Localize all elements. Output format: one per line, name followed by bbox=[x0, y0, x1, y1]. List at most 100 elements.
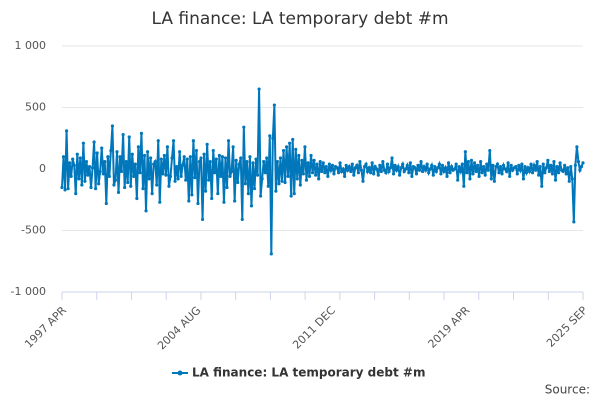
data-point bbox=[436, 166, 440, 170]
data-point bbox=[323, 171, 327, 175]
data-point bbox=[482, 164, 486, 169]
data-point bbox=[404, 167, 408, 171]
data-point bbox=[327, 162, 331, 166]
data-point bbox=[479, 160, 483, 164]
data-point bbox=[320, 169, 324, 174]
data-point bbox=[265, 156, 269, 160]
data-point bbox=[277, 182, 281, 186]
data-point bbox=[135, 196, 139, 201]
data-point bbox=[61, 155, 66, 159]
data-point bbox=[535, 160, 539, 164]
data-point bbox=[524, 171, 529, 175]
data-point bbox=[231, 145, 235, 149]
data-point bbox=[167, 184, 171, 188]
data-point bbox=[121, 132, 125, 137]
data-point bbox=[339, 169, 344, 174]
data-point bbox=[332, 172, 336, 176]
y-tick-label: 1 000 bbox=[15, 39, 47, 52]
data-point bbox=[315, 162, 319, 166]
data-point bbox=[159, 157, 163, 161]
data-point bbox=[465, 171, 469, 175]
data-point bbox=[190, 193, 194, 197]
data-point bbox=[112, 183, 116, 187]
data-point bbox=[379, 169, 383, 174]
data-point bbox=[573, 163, 577, 167]
data-point bbox=[181, 163, 185, 167]
data-point bbox=[66, 187, 70, 191]
data-point bbox=[60, 185, 64, 190]
data-point bbox=[572, 220, 576, 224]
legend-marker bbox=[177, 370, 183, 376]
data-point bbox=[156, 139, 160, 143]
data-point bbox=[63, 188, 67, 192]
data-point bbox=[87, 164, 92, 169]
data-point bbox=[178, 150, 182, 154]
data-point bbox=[575, 145, 579, 149]
data-point bbox=[211, 148, 215, 153]
data-point bbox=[501, 163, 506, 167]
data-point bbox=[401, 162, 405, 166]
data-point bbox=[138, 171, 142, 175]
data-point bbox=[229, 169, 234, 174]
data-point bbox=[367, 166, 371, 170]
data-point bbox=[174, 164, 179, 169]
data-point bbox=[324, 164, 328, 169]
data-point bbox=[460, 162, 464, 166]
data-point bbox=[72, 163, 76, 167]
data-point bbox=[147, 177, 151, 181]
data-point bbox=[142, 153, 147, 158]
data-point bbox=[197, 160, 202, 164]
y-tick-label: 0 bbox=[39, 162, 46, 175]
data-point bbox=[237, 162, 241, 166]
data-point bbox=[200, 217, 205, 222]
data-point bbox=[384, 171, 388, 175]
data-point bbox=[275, 160, 280, 164]
data-point bbox=[437, 162, 441, 166]
data-point bbox=[162, 153, 166, 158]
data-point bbox=[508, 174, 512, 178]
data-point bbox=[314, 173, 318, 177]
x-tick-label: 1997 APR bbox=[22, 304, 69, 351]
data-point bbox=[433, 164, 437, 169]
data-point bbox=[544, 166, 548, 170]
data-point bbox=[130, 152, 134, 156]
data-point bbox=[382, 168, 386, 172]
data-point bbox=[457, 164, 461, 169]
data-point bbox=[97, 182, 101, 186]
data-point bbox=[80, 183, 84, 187]
data-point bbox=[391, 172, 396, 176]
data-point bbox=[115, 150, 119, 154]
data-point bbox=[278, 156, 283, 160]
data-point bbox=[550, 172, 555, 176]
data-point bbox=[556, 171, 561, 175]
data-point bbox=[462, 184, 466, 188]
data-point bbox=[442, 169, 446, 174]
data-point bbox=[274, 189, 278, 193]
data-point bbox=[445, 174, 449, 178]
data-point bbox=[127, 135, 131, 139]
data-point bbox=[219, 174, 223, 178]
data-point bbox=[540, 184, 544, 188]
data-point bbox=[289, 194, 293, 198]
data-point bbox=[330, 163, 335, 167]
data-point bbox=[576, 160, 581, 164]
data-point bbox=[399, 166, 403, 170]
x-tick-label: 2011 DEC bbox=[290, 304, 338, 352]
data-point bbox=[228, 174, 232, 178]
data-point bbox=[471, 172, 475, 176]
data-point bbox=[358, 160, 362, 164]
data-point bbox=[81, 141, 85, 145]
data-point bbox=[505, 169, 509, 174]
data-point bbox=[385, 162, 390, 166]
data-point bbox=[309, 153, 313, 158]
data-point bbox=[226, 139, 231, 143]
data-point bbox=[104, 201, 108, 206]
data-point bbox=[378, 163, 382, 167]
data-point bbox=[176, 177, 180, 181]
data-point bbox=[75, 152, 79, 156]
data-point bbox=[364, 162, 368, 166]
data-point bbox=[123, 185, 127, 190]
data-point bbox=[193, 176, 197, 180]
data-point bbox=[286, 174, 290, 178]
data-point bbox=[466, 160, 471, 164]
